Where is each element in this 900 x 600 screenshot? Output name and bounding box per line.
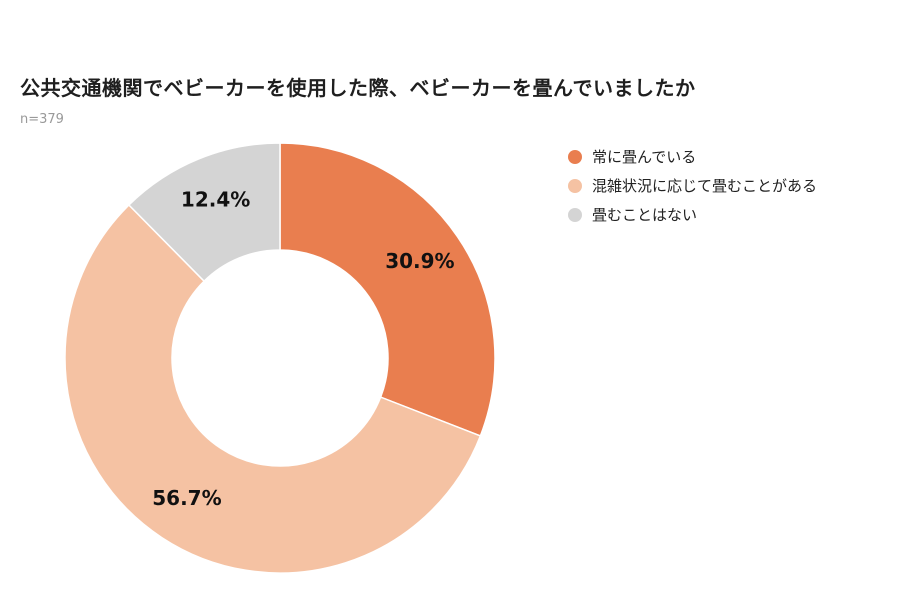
data-label-fold-depending-on-crowding: 56.7% [152, 486, 221, 510]
donut-slice-fold-depending-on-crowding [64, 203, 482, 574]
donut-slice-always-fold [279, 142, 496, 437]
legend-item-never-fold: 畳むことはない [568, 200, 817, 229]
data-label-never-fold: 12.4% [181, 188, 250, 212]
chart-subtitle: n=379 [20, 112, 64, 127]
legend-item-always-fold: 常に畳んでいる [568, 142, 817, 171]
legend-item-fold-depending-on-crowding: 混雑状況に応じて畳むことがある [568, 171, 817, 200]
chart-title: 公共交通機関でベビーカーを使用した際、ベビーカーを畳んでいましたか [20, 76, 696, 100]
chart-legend: 常に畳んでいる 混雑状況に応じて畳むことがある 畳むことはない [568, 142, 817, 229]
donut-slice-never-fold [127, 142, 281, 283]
legend-label-fold-depending-on-crowding: 混雑状況に応じて畳むことがある [592, 177, 818, 195]
legend-label-never-fold: 畳むことはない [592, 206, 698, 224]
legend-swatch-fold-depending-on-crowding [568, 178, 582, 193]
legend-swatch-always-fold [568, 149, 582, 164]
legend-swatch-never-fold [568, 207, 582, 222]
legend-label-always-fold: 常に畳んでいる [592, 148, 697, 166]
data-label-always-fold: 30.9% [385, 249, 454, 273]
